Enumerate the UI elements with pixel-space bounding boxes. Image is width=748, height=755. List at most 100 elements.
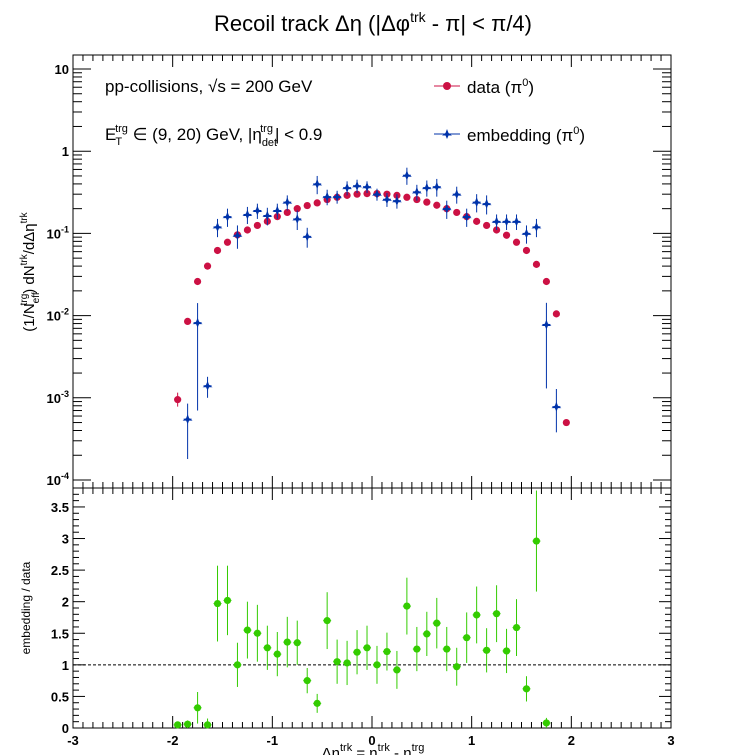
ratio-point [473,611,481,619]
x-tick-label: 2 [568,733,575,748]
embedding-point [232,230,243,241]
embedding-point [322,191,333,202]
embedding-point [461,211,472,222]
legend-entry-embedding: embedding (π0) [434,125,585,145]
embedding-point [551,401,562,412]
top-y-tick-label: 10 [55,62,69,77]
bottom-axis-ticks: -3 -2 -1 0 1 2 3 0 0.5 1 1.5 2 2.5 3 3.5 [51,488,675,748]
data-point [313,199,321,207]
bottom-y-tick-label: 3 [62,532,69,547]
bottom-y-tick-label: 0 [62,721,69,736]
ratio-point [453,663,461,671]
annotation-trigger: ETtrg ∈ (9, 20) GeV, |ηdettrg | < 0.9 [105,123,322,149]
embedding-point [352,180,363,191]
ratio-point [383,647,391,656]
data-point [433,201,441,209]
ratio-point [253,629,261,637]
ratio-point [313,699,321,707]
data-point [293,205,301,213]
data-point [223,238,232,246]
embedding-point [401,170,412,181]
embedding-point [521,228,532,239]
ratio-point [303,677,311,685]
top-y-axis-label: (1/Nefftrg) dNtrk/dΔηtrk [19,211,42,331]
ratio-point [223,596,232,605]
embedding-point [302,231,313,242]
data-point [512,238,521,246]
x-tick-label: -1 [267,733,279,748]
embedding-point [371,189,382,200]
data-point [174,396,182,404]
chart-title: Recoil track Δη (|Δφtrk - π| < π/4) [214,9,532,36]
bottom-y-tick-label: 1 [62,658,69,673]
annotation-collisions: pp-collisions, √s = 200 GeV [105,77,313,96]
embedding-point [262,210,273,221]
data-point [473,217,481,225]
ratio-point [333,658,341,666]
ratio-point [243,626,252,634]
top-panel-frame [72,54,672,489]
data-point [283,208,291,217]
bottom-panel-frame [72,487,672,729]
data-point [353,190,361,198]
ratio-point [343,659,351,667]
x-tick-label: -3 [67,733,79,748]
x-tick-label: -2 [167,733,179,748]
ratio-point [522,685,531,693]
ratio-point [443,645,451,653]
data-point [522,246,531,255]
bottom-y-tick-label: 2.5 [51,563,69,578]
bottom-y-axis-label: embedding / data [19,561,33,654]
embedding-point [501,216,512,227]
ratio-point [433,619,441,627]
x-tick-label: 3 [667,733,674,748]
top-y-tick-label: 10-2 [47,307,69,324]
ratio-point [463,634,471,642]
legend-data-marker [443,82,451,90]
ratio-point [353,648,361,656]
embedding-point [182,414,193,425]
ratio-point [373,661,381,669]
data-points [173,167,570,729]
embedding-point [312,178,323,189]
ratio-point [174,721,182,729]
data-point [423,198,431,206]
data-point [203,262,212,270]
legend-data-label: data (π0) [467,77,534,97]
legend: data (π0) embedding (π0) [434,77,585,145]
ratio-point [263,644,271,652]
ratio-point [233,661,242,669]
embedding-point [192,317,203,328]
embedding-point [471,197,482,208]
top-y-tick-label: 1 [62,144,69,159]
embedding-point [282,197,293,208]
ratio-point [502,647,511,655]
ratio-point [542,719,551,727]
data-point [562,418,570,427]
embedding-point [332,191,343,202]
embedding-point [381,194,392,205]
ratio-point [293,639,301,647]
legend-entry-data: data (π0) [434,77,534,97]
ratio-point [403,602,411,610]
embedding-point [252,205,263,216]
ratio-point [193,704,202,712]
x-tick-label: 1 [468,733,475,748]
ratio-point [413,645,421,653]
bottom-y-tick-label: 2 [62,595,69,610]
ratio-point [213,599,222,608]
data-point [552,310,560,318]
data-point [253,221,261,230]
x-tick-label: 0 [368,733,375,748]
embedding-point [531,221,542,232]
top-axis-ticks: 10 1 10-1 10-2 10-3 10-4 [47,55,672,488]
ratio-point [184,720,192,728]
ratio-point [273,650,281,658]
bottom-y-tick-label: 1.5 [51,626,69,641]
data-point [193,277,202,286]
ratio-point [393,666,401,674]
ratio-point [363,644,371,652]
bottom-y-tick-label: 0.5 [51,689,69,704]
ratio-point [323,617,331,625]
